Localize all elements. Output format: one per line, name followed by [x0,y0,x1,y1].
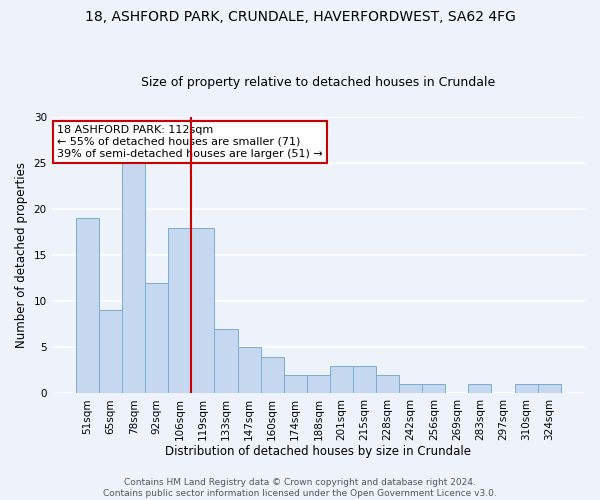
Bar [99,310,122,394]
Bar [284,375,307,394]
Bar [353,366,376,394]
Bar [168,228,191,394]
Bar [330,366,353,394]
Bar [214,329,238,394]
X-axis label: Distribution of detached houses by size in Crundale: Distribution of detached houses by size … [166,444,472,458]
Bar [376,375,399,394]
Text: Contains HM Land Registry data © Crown copyright and database right 2024.
Contai: Contains HM Land Registry data © Crown c… [103,478,497,498]
Bar [191,228,214,394]
Bar [469,384,491,394]
Y-axis label: Number of detached properties: Number of detached properties [15,162,28,348]
Text: 18, ASHFORD PARK, CRUNDALE, HAVERFORDWEST, SA62 4FG: 18, ASHFORD PARK, CRUNDALE, HAVERFORDWES… [85,10,515,24]
Bar [307,375,330,394]
Bar [260,356,284,394]
Bar [145,283,168,394]
Bar [76,218,99,394]
Bar [538,384,561,394]
Bar [238,348,260,394]
Title: Size of property relative to detached houses in Crundale: Size of property relative to detached ho… [141,76,496,90]
Bar [515,384,538,394]
Bar [122,163,145,394]
Bar [422,384,445,394]
Bar [399,384,422,394]
Text: 18 ASHFORD PARK: 112sqm
← 55% of detached houses are smaller (71)
39% of semi-de: 18 ASHFORD PARK: 112sqm ← 55% of detache… [57,126,323,158]
